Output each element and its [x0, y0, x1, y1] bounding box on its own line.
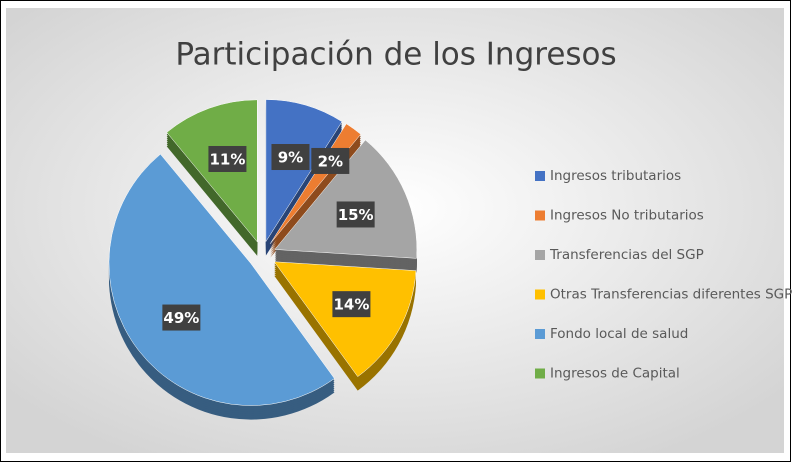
- legend-swatch: [535, 250, 545, 260]
- slice: [273, 261, 417, 377]
- data-label: 14%: [333, 296, 369, 314]
- slice: [265, 99, 343, 243]
- data-label-box: [336, 201, 375, 228]
- legend-swatch: [535, 289, 545, 300]
- legend-swatch: [535, 368, 545, 379]
- data-label-box: [208, 145, 247, 172]
- data-label-box: [311, 147, 350, 174]
- data-label-box: [162, 304, 201, 331]
- slice: [108, 153, 335, 406]
- data-label: 15%: [338, 206, 374, 224]
- legend-swatch: [535, 171, 545, 181]
- legend-label: Ingresos No tributarios: [550, 208, 704, 224]
- data-label: 2%: [318, 152, 343, 170]
- legend-swatch: [535, 210, 545, 221]
- data-label-box: [271, 144, 310, 171]
- legend-label: Transferencias del SGP: [549, 247, 704, 263]
- legend-swatch: [535, 329, 545, 339]
- legend-label: Ingresos tributarios: [550, 168, 681, 184]
- legend-label: Ingresos de Capital: [550, 366, 680, 382]
- legend-label: Fondo local de salud: [550, 326, 688, 342]
- legend-label: Otras Transferencias diferentes SGP: [550, 287, 792, 303]
- data-label: 9%: [278, 149, 303, 167]
- slice: [274, 139, 418, 259]
- chart-title: Participación de los Ingresos: [175, 37, 616, 73]
- data-label-box: [332, 291, 371, 318]
- data-label: 49%: [163, 309, 199, 327]
- data-label: 11%: [209, 150, 245, 168]
